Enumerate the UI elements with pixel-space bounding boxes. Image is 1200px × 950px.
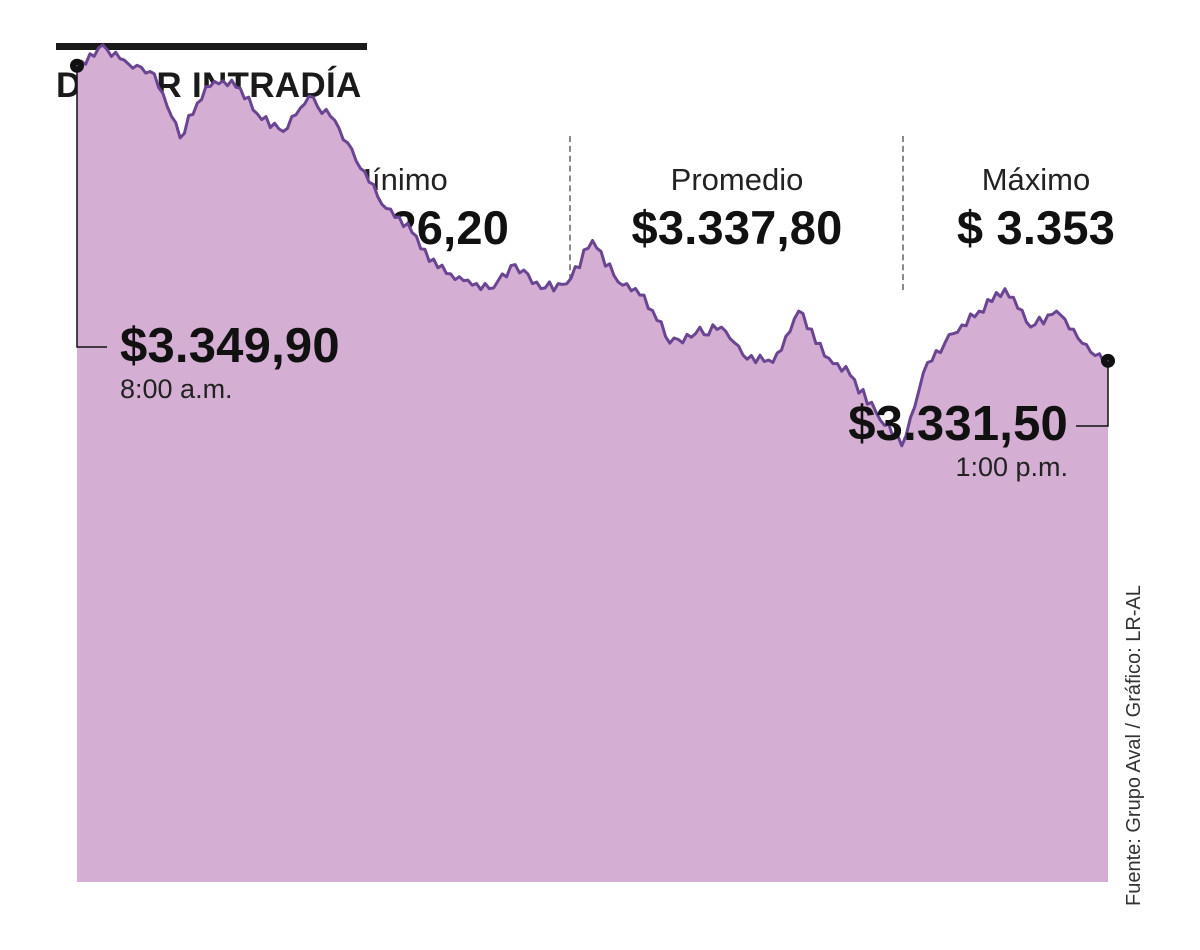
data-point [694, 332, 697, 335]
data-point [1029, 326, 1032, 328]
data-point [875, 411, 877, 413]
data-point [514, 263, 516, 266]
data-point [746, 358, 748, 361]
data-point [308, 95, 310, 97]
data-point [952, 332, 955, 335]
average-stat: Promedio $3.337,80 [598, 162, 876, 258]
data-point [359, 167, 362, 170]
data-point [462, 279, 465, 282]
data-point [437, 267, 439, 269]
data-point [205, 85, 207, 88]
start-time-label: 8:00 a.m. [120, 374, 233, 404]
data-point [901, 445, 903, 447]
data-point [565, 283, 568, 285]
end-time-label: 1:00 p.m. [955, 452, 1068, 482]
data-point [1004, 287, 1006, 290]
data-point [102, 44, 104, 46]
data-point [849, 374, 852, 377]
data-point [797, 310, 800, 312]
maximum-stat: Máximo $ 3.353 [922, 162, 1150, 258]
start-leader-line [76, 65, 107, 348]
data-point [617, 281, 620, 284]
data-point [978, 310, 980, 312]
stat-divider [569, 136, 571, 290]
maximum-value: $ 3.353 [956, 201, 1116, 254]
data-point [1055, 310, 1058, 312]
data-points [76, 44, 1109, 447]
data-point [488, 287, 491, 290]
data-point [153, 73, 156, 75]
start-callout: $3.349,90 8:00 a.m. [120, 318, 340, 404]
data-point [720, 326, 723, 328]
average-value: $3.337,80 [631, 201, 843, 254]
data-point [772, 361, 774, 364]
data-point [643, 294, 645, 296]
end-leader-line [1076, 360, 1109, 427]
title-rule [56, 43, 367, 50]
data-point [1107, 360, 1109, 362]
data-point [669, 342, 671, 345]
data-point [591, 239, 594, 242]
data-point [385, 207, 388, 210]
data-point [334, 119, 336, 122]
data-point [926, 361, 929, 364]
end-value-label: $3.331,50 [848, 397, 1068, 451]
data-point [823, 355, 826, 357]
stat-divider [902, 136, 904, 290]
maximum-label: Máximo [981, 162, 1091, 197]
area-fill [77, 44, 1108, 882]
data-point [230, 79, 233, 81]
data-point [282, 130, 285, 133]
data-point [1081, 342, 1083, 345]
data-point [256, 113, 259, 115]
data-point [127, 63, 130, 65]
data-point [411, 231, 413, 234]
source-note: Fuente: Grupo Aval / Gráfico: LR-AL [1123, 585, 1145, 906]
start-value-label: $3.349,90 [120, 319, 340, 373]
data-point [540, 287, 542, 290]
average-label: Promedio [670, 162, 804, 197]
data-point [179, 137, 181, 139]
data-point [76, 64, 78, 67]
end-callout: $3.331,50 1:00 p.m. [848, 396, 1068, 482]
